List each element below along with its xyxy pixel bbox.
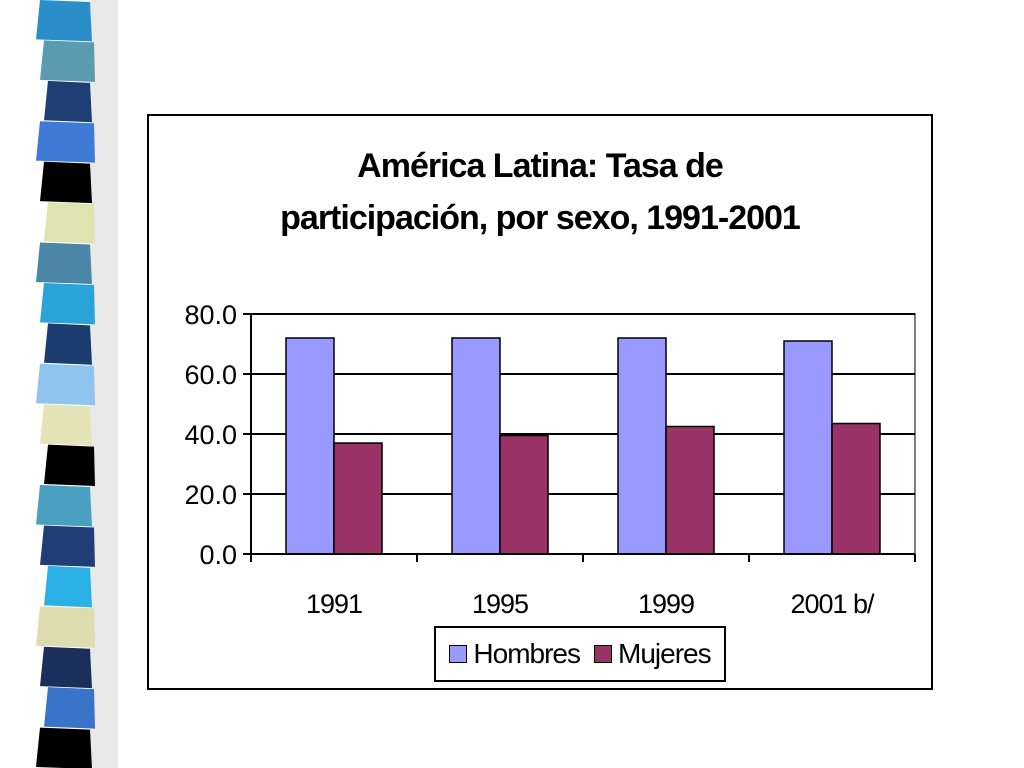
strip-segment [36, 242, 92, 284]
x-tick-label: 1999 [638, 589, 694, 619]
strip-segment [36, 606, 95, 648]
y-tick-label: 40.0 [184, 420, 237, 450]
y-tick-label: 20.0 [184, 480, 237, 510]
x-tick-label: 2001 b/ [790, 589, 875, 619]
legend-label-hombres: Hombres [473, 638, 581, 669]
strip-segment [36, 485, 92, 527]
chart-title-line-2: participación, por sexo, 1991-2001 [280, 199, 801, 237]
bar-hombres-1991 [285, 337, 335, 555]
bar-mujeres-1991 [333, 442, 383, 555]
legend-swatch-mujeres [594, 645, 612, 663]
bar-hombres-2001b [783, 340, 833, 555]
decorative-strip [36, 0, 118, 768]
legend-label-mujeres: Mujeres [618, 638, 712, 669]
x-tick-label: 1995 [472, 589, 528, 619]
legend: Hombres Mujeres [434, 626, 726, 682]
bar-mujeres-1995 [499, 434, 549, 555]
strip-segment [40, 161, 92, 204]
chart-container: América Latina: Tasa de participación, p… [147, 114, 933, 690]
strip-segment [36, 0, 92, 42]
strip-segment [44, 565, 92, 608]
chart-title: América Latina: Tasa de participación, p… [149, 140, 931, 244]
strip-segment [40, 40, 95, 82]
strip-segment [40, 646, 92, 689]
y-tick-label: 80.0 [184, 300, 237, 330]
strip-segment [44, 80, 92, 123]
bar-mujeres-1999 [665, 425, 715, 555]
strip-segment [36, 121, 95, 163]
bar-hombres-1999 [617, 337, 667, 555]
chart-title-line-1: América Latina: Tasa de [357, 147, 724, 185]
bar-hombres-1995 [451, 337, 501, 555]
x-tick-label: 1991 [306, 589, 362, 619]
y-tick-label: 0.0 [199, 540, 237, 570]
strip-segment [44, 444, 95, 487]
strip-segment [40, 282, 95, 325]
strip-segment [40, 525, 95, 567]
strip-segment [44, 323, 92, 365]
bar-mujeres-2001b [831, 422, 881, 555]
strip-segment [44, 687, 95, 729]
legend-item-hombres: Hombres [449, 638, 581, 670]
strip-segment [36, 727, 92, 768]
strip-segment [44, 202, 95, 244]
legend-swatch-hombres [449, 645, 468, 663]
y-tick-label: 60.0 [184, 360, 237, 390]
strip-segment [40, 404, 92, 446]
legend-item-mujeres: Mujeres [594, 638, 712, 670]
strip-segment [36, 363, 95, 406]
plot-area: 0.0 20.0 40.0 60.0 80.0 1991 1995 1999 2001 b/ [184, 300, 916, 619]
